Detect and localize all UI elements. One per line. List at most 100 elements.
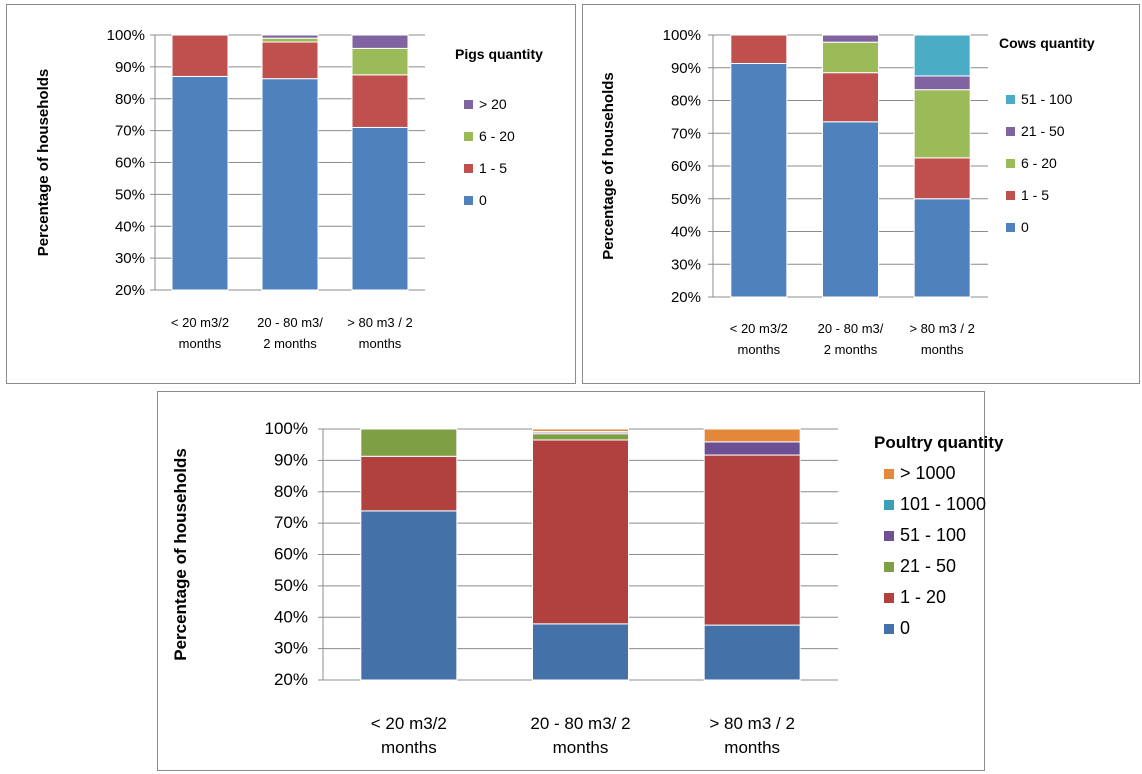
legend-entry: 0 [479, 192, 487, 208]
legend-swatch [1006, 95, 1015, 104]
legend-swatch [1006, 127, 1015, 136]
category-label: 2 months [824, 342, 878, 357]
y-tick-label: 20% [671, 289, 701, 306]
bar-segment-pigs-2-1 [351, 74, 409, 128]
bar-segment-cows-2-2 [913, 89, 971, 159]
y-tick-label: 50% [115, 186, 145, 203]
category-label: 20 - 80 m3/ [257, 315, 323, 330]
legend-entry: 51 - 100 [900, 525, 966, 545]
legend-swatch [1006, 191, 1015, 200]
legend-entry: 6 - 20 [1021, 155, 1057, 171]
category-label: 20 - 80 m3/ [818, 321, 884, 336]
legend-entry: 51 - 100 [1021, 91, 1073, 107]
y-tick-label: 40% [115, 218, 145, 235]
y-axis-label: Percentage of households [600, 72, 617, 260]
legend-swatch [464, 132, 473, 141]
y-tick-label: 30% [671, 256, 701, 273]
y-tick-label: 50% [274, 576, 308, 595]
category-label: months [921, 342, 964, 357]
cows-chart-panel: 20% 30% 40% 50% 60% 70% 80% 90% 100% < 20 m3/2 mon… [582, 4, 1140, 384]
category-label: > 80 m3 / 2 [347, 315, 412, 330]
bar-segment-cows-2-1 [913, 157, 971, 200]
legend-title: Pigs quantity [455, 46, 543, 62]
category-label: months [738, 342, 781, 357]
bar-segment-poultry-2-3 [703, 441, 801, 456]
legend-swatch [464, 196, 473, 205]
category-label: > 80 m3 / 2 [709, 714, 795, 733]
legend-swatch [1006, 223, 1015, 232]
legend-swatch [464, 164, 473, 173]
y-tick-label: 30% [115, 250, 145, 267]
y-axis-label: Percentage of households [35, 69, 52, 257]
y-tick-label: 80% [274, 482, 308, 501]
legend-swatch [464, 100, 473, 109]
bar-segment-poultry-2-0 [703, 624, 801, 681]
bar-segment-cows-0-1 [730, 34, 788, 64]
bar-segment-poultry-0-2 [360, 428, 458, 457]
legend-swatch [884, 593, 894, 603]
category-label: 2 months [263, 336, 317, 351]
bar-segment-pigs-1-3 [261, 34, 319, 39]
category-label: < 20 m3/2 [730, 321, 788, 336]
category-label: < 20 m3/2 [371, 714, 447, 733]
legend-entry: 6 - 20 [479, 128, 515, 144]
bar-segment-pigs-0-1 [171, 34, 229, 77]
bar-segment-pigs-1-2 [261, 37, 319, 43]
bar-segment-cows-2-0 [913, 198, 971, 298]
category-label: < 20 m3/2 [171, 315, 229, 330]
bar-segment-cows-2-4 [913, 34, 971, 77]
legend-entry: 0 [900, 618, 910, 638]
y-tick-label: 50% [671, 191, 701, 208]
pigs-chart: 20% 30% 40% 50% 60% 70% 80% 90% 100% < 20 m3/2 mon… [35, 27, 543, 351]
bar-segment-pigs-2-2 [351, 47, 409, 76]
bar-segment-pigs-2-3 [351, 34, 409, 49]
y-tick-label: 60% [671, 158, 701, 175]
bar-segment-cows-1-0 [822, 121, 879, 298]
legend-entry: 1 - 5 [1021, 187, 1049, 203]
legend-entry: > 1000 [900, 463, 956, 483]
legend-swatch [1006, 159, 1015, 168]
bar-segment-cows-1-1 [822, 72, 879, 123]
bar-segment-cows-2-3 [913, 75, 971, 91]
category-label: months [381, 738, 437, 757]
legend-title: Poultry quantity [874, 433, 1004, 452]
y-tick-label: 30% [274, 639, 308, 658]
bar-segment-poultry-2-5 [703, 428, 801, 443]
category-label: 20 - 80 m3/ 2 [530, 714, 630, 733]
bar-segment-poultry-0-1 [360, 455, 458, 512]
y-tick-label: 20% [115, 282, 145, 299]
bar-segment-pigs-2-0 [351, 126, 409, 291]
legend-entry: 1 - 20 [900, 587, 946, 607]
y-tick-label: 40% [671, 224, 701, 241]
category-label: months [359, 336, 402, 351]
bar-segment-poultry-0-0 [360, 510, 458, 681]
bar-segment-poultry-2-1 [703, 454, 801, 626]
y-tick-label: 70% [274, 513, 308, 532]
y-tick-label: 100% [663, 27, 701, 44]
cows-chart: 20% 30% 40% 50% 60% 70% 80% 90% 100% < 20 m3/2 mon… [600, 27, 1095, 357]
bar-segment-poultry-1-2 [532, 433, 629, 441]
y-tick-label: 80% [671, 93, 701, 110]
legend-swatch [884, 531, 894, 541]
legend-entry: 21 - 50 [1021, 123, 1065, 139]
bar-segment-pigs-1-1 [261, 41, 319, 80]
legend-swatch [884, 624, 894, 634]
y-tick-label: 40% [274, 607, 308, 626]
y-axis-label: Percentage of households [171, 448, 190, 661]
poultry-chart: 20% 30% 40% 50% 60% 70% 80% 90% 100% < 20 m3/2 mon… [171, 419, 1004, 757]
bar-segment-cows-1-3 [822, 34, 879, 43]
y-tick-label: 60% [274, 545, 308, 564]
legend-swatch [884, 500, 894, 510]
legend-entry: > 20 [479, 96, 507, 112]
legend-swatch [884, 469, 894, 479]
y-tick-label: 60% [115, 155, 145, 172]
y-tick-label: 100% [265, 419, 308, 438]
legend-entry: 1 - 5 [479, 160, 507, 176]
y-tick-label: 90% [115, 59, 145, 76]
y-tick-label: 90% [274, 450, 308, 469]
bar-segment-poultry-1-5 [532, 428, 629, 433]
y-tick-label: 20% [274, 670, 308, 689]
legend-entry: 21 - 50 [900, 556, 956, 576]
y-tick-label: 90% [671, 60, 701, 77]
bar-segment-pigs-0-0 [171, 75, 229, 291]
